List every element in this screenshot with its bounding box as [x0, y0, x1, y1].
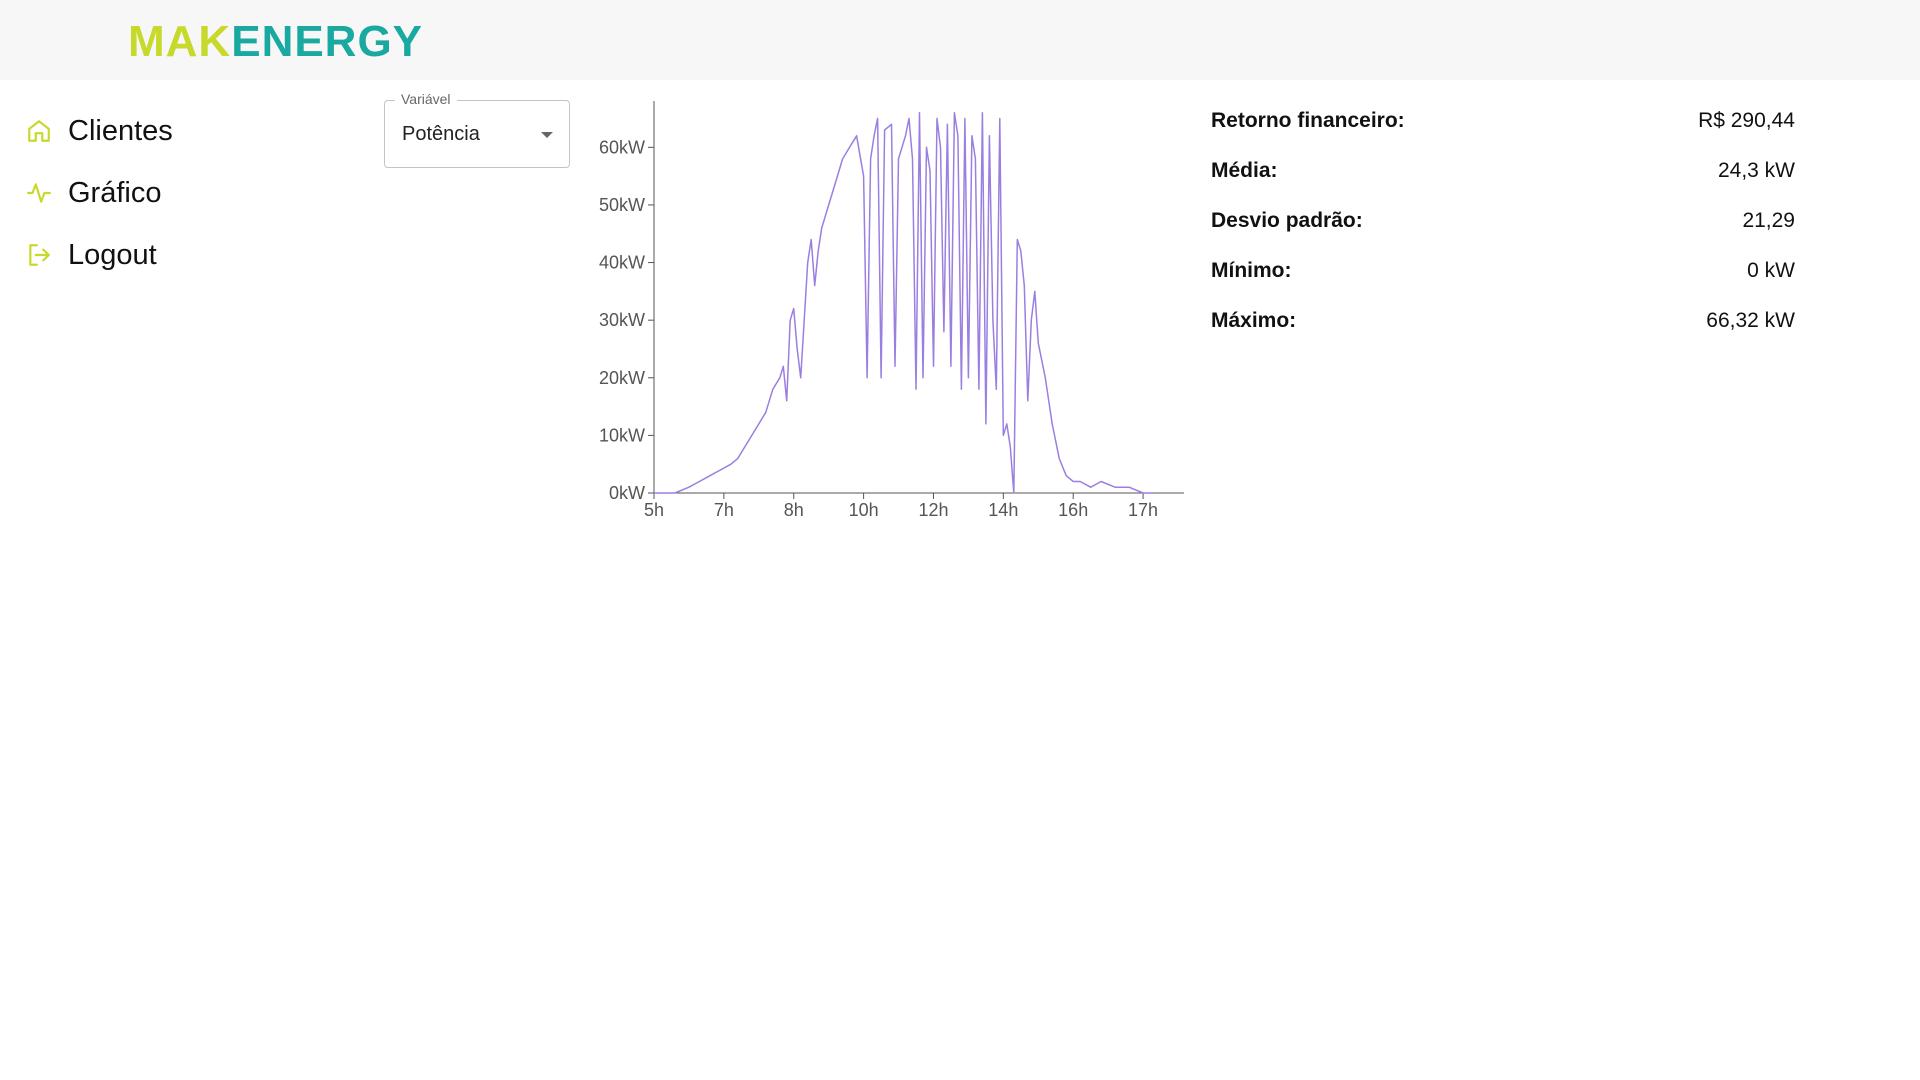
stat-minimo: Mínimo: 0 kW [1211, 246, 1795, 296]
stat-media: Média: 24,3 kW [1211, 146, 1795, 196]
activity-icon [24, 178, 54, 208]
sidebar: Clientes Gráfico Logout [24, 100, 173, 286]
stat-maximo: Máximo: 66,32 kW [1211, 296, 1795, 346]
y-tick-label: 40kW [599, 253, 645, 273]
sidebar-item-logout[interactable]: Logout [24, 224, 173, 286]
y-tick-label: 20kW [599, 368, 645, 388]
sidebar-item-grafico[interactable]: Gráfico [24, 162, 173, 224]
x-tick-label: 17h [1128, 500, 1158, 520]
variable-select[interactable]: Variável Potência [384, 91, 570, 168]
y-tick-label: 60kW [599, 137, 645, 157]
x-tick-label: 7h [714, 500, 734, 520]
x-tick-label: 16h [1058, 500, 1088, 520]
select-legend: Variável [395, 91, 457, 107]
x-tick-label: 5h [644, 500, 664, 520]
top-bar: MAKENERGY [0, 0, 1920, 80]
stat-value: 0 kW [1747, 259, 1795, 282]
y-tick-label: 30kW [599, 310, 645, 330]
brand-logo[interactable]: MAKENERGY [128, 16, 423, 68]
chevron-down-icon [541, 132, 553, 138]
stat-label: Retorno financeiro: [1211, 109, 1405, 132]
stat-label: Média: [1211, 159, 1278, 182]
stat-label: Máximo: [1211, 309, 1297, 332]
sidebar-item-label: Gráfico [68, 176, 162, 209]
select-value: Potência [402, 123, 480, 145]
stat-label: Desvio padrão: [1211, 209, 1363, 232]
stat-label: Mínimo: [1211, 259, 1292, 282]
x-tick-label: 10h [849, 500, 879, 520]
sidebar-item-clientes[interactable]: Clientes [24, 100, 173, 162]
y-tick-label: 0kW [609, 483, 645, 503]
sidebar-item-label: Clientes [68, 114, 173, 147]
stat-value: 24,3 kW [1717, 159, 1795, 182]
x-tick-label: 14h [988, 500, 1018, 520]
x-tick-label: 12h [918, 500, 948, 520]
logo-part-nergy: NERGY [261, 17, 424, 66]
sidebar-item-label: Logout [68, 238, 157, 271]
series-line [654, 112, 1154, 494]
y-tick-label: 10kW [599, 425, 645, 445]
stat-value: 21,29 [1742, 209, 1795, 232]
power-chart: 0kW 10kW 20kW 30kW 40kW 50kW 60kW 5h 7h 8h 10h 12h 1… [580, 95, 1190, 535]
chart-svg: 0kW 10kW 20kW 30kW 40kW 50kW 60kW 5h 7h 8h 10h 12h 1… [599, 101, 1184, 520]
stats-panel: Retorno financeiro: R$ 290,44 Média: 24,… [1211, 96, 1795, 346]
y-tick-label: 50kW [599, 195, 645, 215]
stat-desvio: Desvio padrão: 21,29 [1211, 196, 1795, 246]
x-tick-label: 8h [784, 500, 804, 520]
logo-part-mak: MAK [128, 17, 232, 66]
stat-retorno: Retorno financeiro: R$ 290,44 [1211, 96, 1795, 146]
logo-part-e: E [231, 17, 262, 66]
home-icon [24, 116, 54, 146]
stat-value: R$ 290,44 [1698, 109, 1795, 132]
logout-icon [24, 240, 54, 270]
stat-value: 66,32 kW [1706, 309, 1795, 332]
